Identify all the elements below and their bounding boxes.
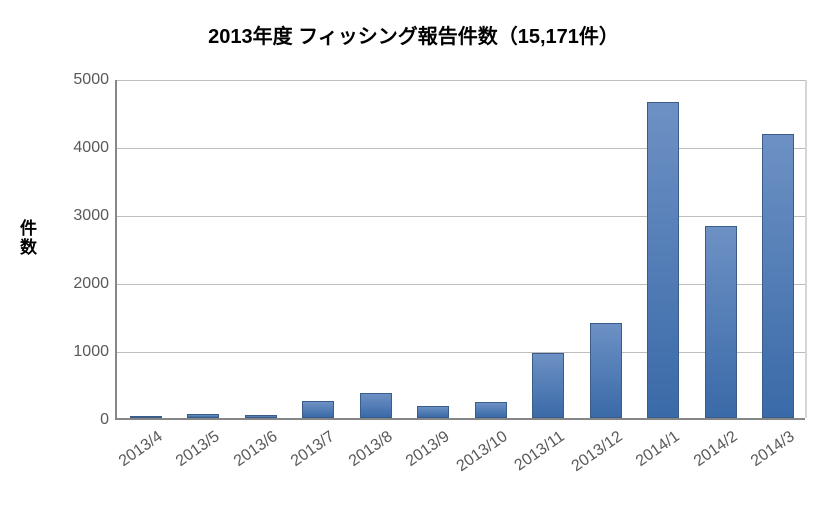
- x-tick-label: 2013/12: [558, 428, 626, 483]
- bar: [130, 416, 162, 418]
- bar: [532, 353, 564, 418]
- y-tick-label: 1000: [6, 343, 109, 361]
- bar: [647, 102, 679, 418]
- x-tick-label: 2013/9: [386, 428, 454, 483]
- y-tick-label: 3000: [6, 207, 109, 225]
- bar: [360, 393, 392, 418]
- bar: [762, 134, 794, 418]
- x-tick-label: 2013/6: [213, 428, 281, 483]
- gridline: [117, 216, 805, 217]
- x-tick-label: 2013/4: [98, 428, 166, 483]
- x-tick-label: 2014/2: [673, 428, 741, 483]
- gridline: [117, 352, 805, 353]
- bar: [245, 415, 277, 418]
- x-tick-label: 2013/11: [501, 428, 569, 483]
- x-tick-label: 2013/5: [156, 428, 224, 483]
- gridline: [117, 284, 805, 285]
- bar: [302, 401, 334, 418]
- y-tick-label: 0: [6, 411, 109, 429]
- bar: [475, 402, 507, 418]
- chart-title: 2013年度 フィッシング報告件数（15,171件）: [0, 20, 827, 49]
- y-tick-label: 2000: [6, 275, 109, 293]
- x-tick-label: 2014/1: [616, 428, 684, 483]
- plot-right-edge: [805, 80, 807, 418]
- y-tick-label: 5000: [6, 71, 109, 89]
- bar: [187, 414, 219, 418]
- plot-area: 0100020003000400050002013/42013/52013/62…: [115, 80, 805, 420]
- y-tick-label: 4000: [6, 139, 109, 157]
- x-tick-label: 2013/10: [443, 428, 511, 483]
- gridline: [117, 80, 805, 81]
- x-tick-label: 2014/3: [731, 428, 799, 483]
- x-tick-label: 2013/7: [271, 428, 339, 483]
- x-tick-label: 2013/8: [328, 428, 396, 483]
- bar: [590, 323, 622, 418]
- chart-container: 2013年度 フィッシング報告件数（15,171件） 件 数 010002000…: [0, 0, 827, 519]
- bar: [417, 406, 449, 418]
- bar: [705, 226, 737, 418]
- gridline: [117, 148, 805, 149]
- y-axis-label: 件 数: [20, 220, 37, 257]
